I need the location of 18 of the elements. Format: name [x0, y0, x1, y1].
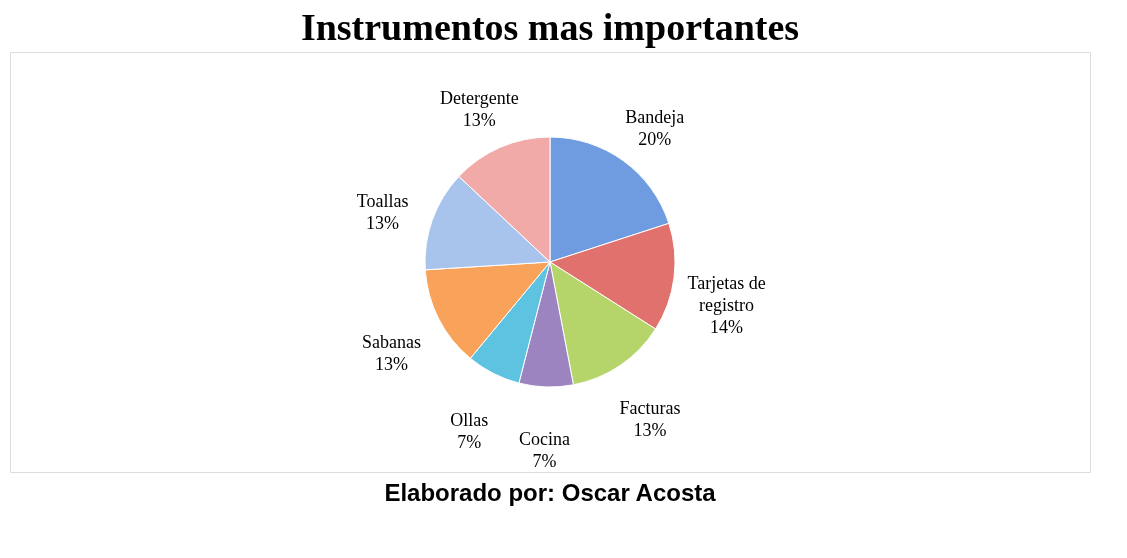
data-label: 13% [374, 353, 408, 374]
slice-label: Ollas [450, 409, 489, 430]
data-label: 13% [462, 109, 496, 130]
slice-label: Detergente [439, 87, 519, 108]
text: Elaborado por: Oscar Acosta [384, 479, 717, 506]
data-label: 7% [457, 431, 482, 452]
data-label: 13% [366, 212, 400, 233]
slice-label: Sabanas [361, 331, 421, 352]
data-label: 13% [633, 420, 667, 441]
slice-label: Bandeja [625, 106, 685, 127]
slice-label: Facturas [619, 398, 681, 419]
slice-label: Tarjetas de registro [687, 273, 766, 316]
data-label: 7% [532, 450, 557, 471]
chart-title: Instrumentos mas importantes [300, 6, 800, 48]
slice-label: Cocina [518, 428, 570, 449]
data-label: 14% [710, 317, 744, 338]
slice-label: Toallas [356, 190, 409, 211]
data-label: 20% [638, 128, 672, 149]
